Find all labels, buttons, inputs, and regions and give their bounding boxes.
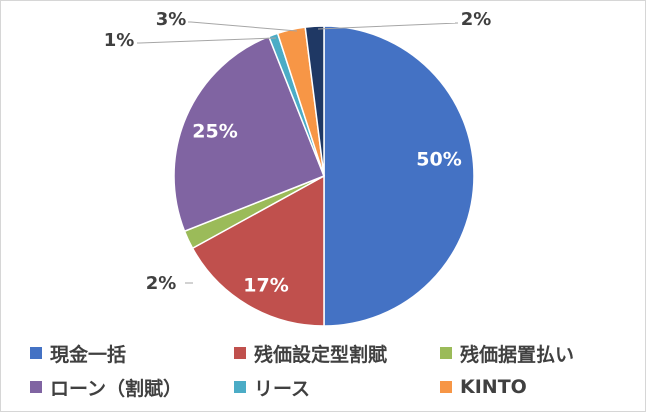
- legend-item-genkin-ikkatsu: 現金一括: [30, 340, 126, 366]
- legend-label: リース: [254, 377, 311, 400]
- legend-item-zanka-settei: 残価設定型割賦: [234, 340, 387, 366]
- slice-zanka-settei: [191, 174, 325, 327]
- legend-swatch: [440, 347, 452, 359]
- legend-label: 現金一括: [50, 343, 127, 366]
- legend-swatch: [440, 381, 452, 393]
- legend-swatch: [234, 381, 246, 393]
- leader-line: [188, 21, 298, 32]
- slice-loan: [173, 35, 325, 233]
- slice-genkin-ikkatsu: [323, 25, 475, 327]
- legend-item-kinto: KINTO: [440, 374, 527, 400]
- data-label: 17%: [243, 275, 288, 297]
- data-label: 25%: [192, 121, 237, 143]
- legend-label: ローン（割賦）: [50, 377, 183, 400]
- legend-label: KINTO: [460, 376, 527, 398]
- data-label: 50%: [416, 149, 461, 171]
- legend-swatch: [30, 381, 42, 393]
- data-label: 3%: [156, 9, 187, 30]
- legend-label: 残価設定型割賦: [254, 343, 388, 366]
- legend-item-zanka-suekoki: 残価据置払い: [440, 340, 574, 366]
- leader-line: [137, 37, 277, 44]
- legend-label: 残価据置払い: [460, 343, 575, 366]
- legend-swatch: [234, 347, 246, 359]
- legend-item-loan: ローン（割賦）: [30, 374, 182, 400]
- legend-swatch: [30, 347, 42, 359]
- data-label: 2%: [461, 9, 492, 30]
- legend-item-lease: リース: [234, 374, 310, 400]
- leader-line: [317, 22, 459, 30]
- data-label: 1%: [104, 30, 135, 51]
- slice-other: [304, 25, 325, 177]
- data-label: 2%: [146, 273, 177, 294]
